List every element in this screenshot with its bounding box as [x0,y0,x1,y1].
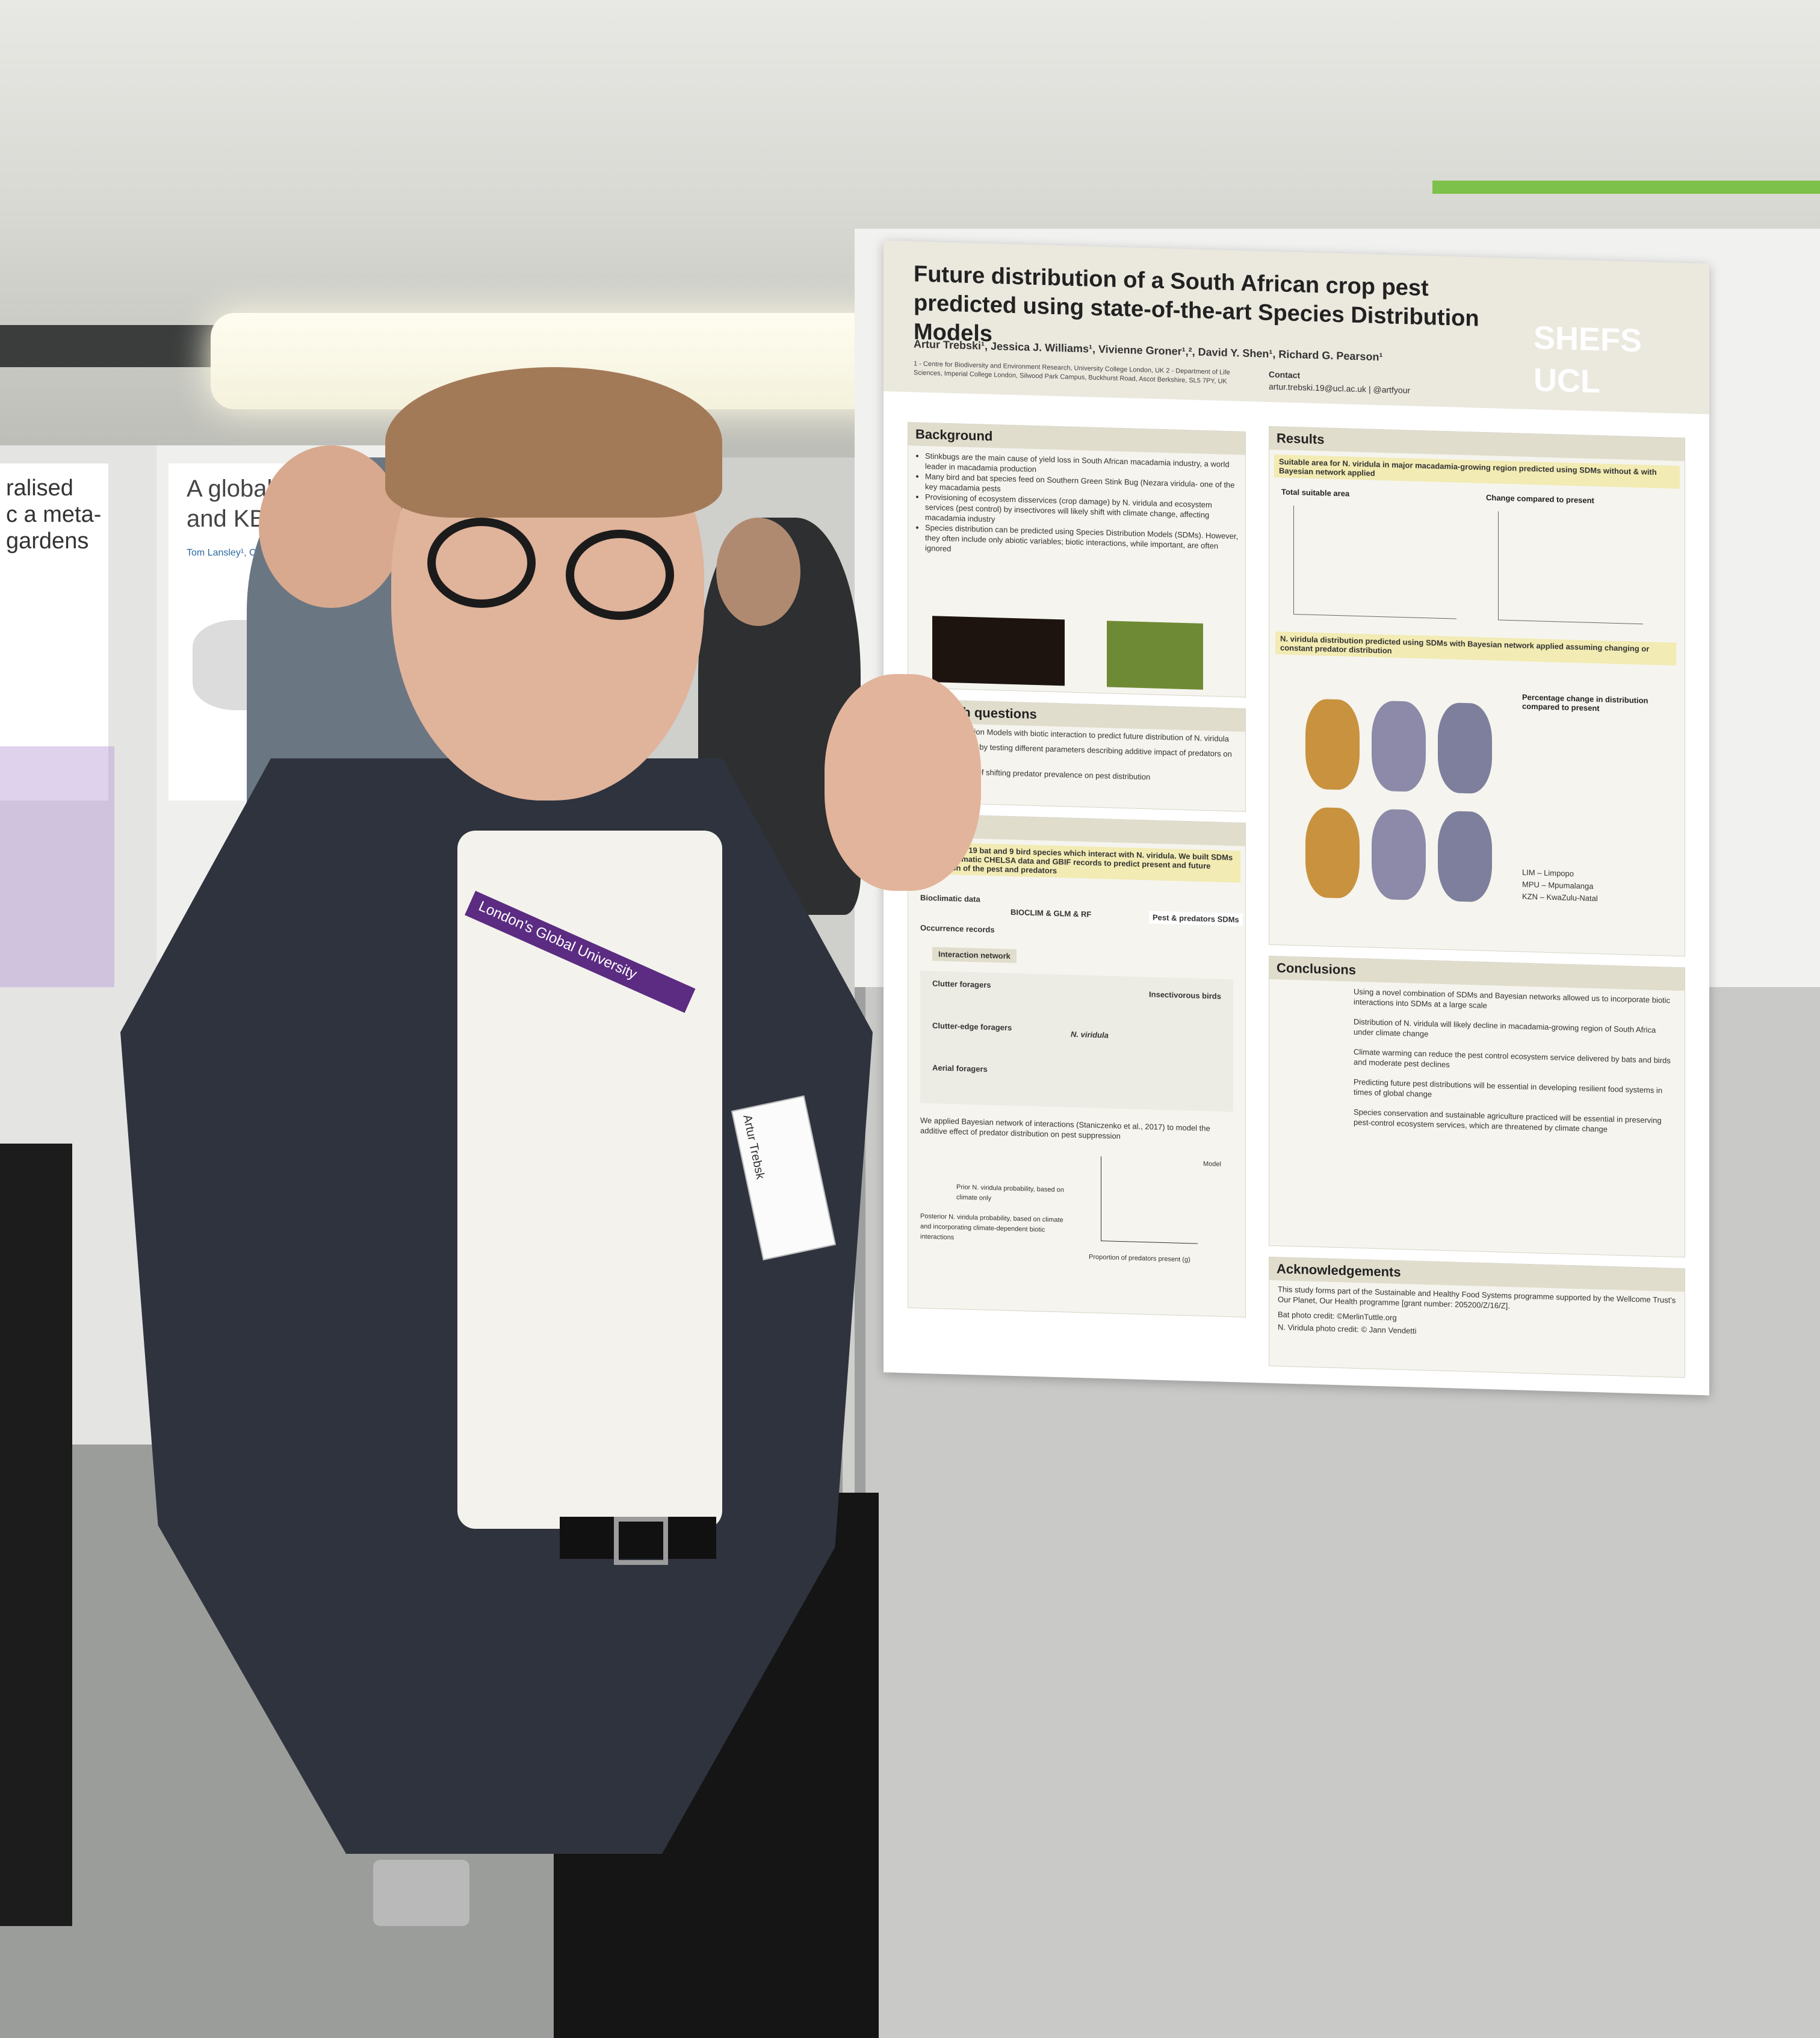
left-poster: ralised c a meta- gardens [0,463,108,801]
flow-bioclim-data: Bioclimatic data [920,893,980,904]
network-birds: Insectivorous birds [1149,990,1221,1001]
results-highlight-1: Suitable area for N. viridula in major m… [1274,454,1680,489]
posterior-label: Posterior N. viridula probability, based… [920,1212,1063,1242]
background-heading: Background [908,423,1245,455]
bayes-description: We applied Bayesian network of interacti… [920,1115,1210,1141]
network-aerial-foragers: Aerial foragers [932,1063,988,1074]
ucl-logo: UCL [1534,362,1600,400]
contact-label: Contact [1269,369,1301,380]
left-poster-title-3: gardens [6,528,89,554]
stinkbug-photo [1107,621,1203,690]
background-person-edge [0,1144,72,1926]
prior-label: Prior N. viridula probability, based on … [956,1183,1064,1203]
region-key-mpu: MPU – Mpumalanga [1522,879,1594,891]
research-poster: Future distribution of a South African c… [884,241,1709,1396]
interaction-network-diagram: Clutter foragers Clutter-edge foragers A… [920,970,1233,1112]
interaction-plot [1101,1156,1198,1244]
left-poster-panel [0,746,114,987]
map-2061-rcp85 [1438,810,1492,903]
middle-poster-author: Tom Lansley¹, Olivi [187,548,268,558]
results-panel: Results Suitable area for N. viridula in… [1269,426,1685,957]
background-person-left-head [259,445,403,608]
total-area-chart [1293,506,1456,619]
interaction-plot-legend-title: Model [1203,1160,1221,1168]
belt-buckle [614,1517,668,1565]
distribution-maps [1293,680,1510,915]
person-hair [385,367,722,518]
background-person-right-head [716,518,800,626]
bat-photo [932,616,1065,686]
total-area-chart-title: Total suitable area [1281,487,1350,498]
flow-interaction-network: Interaction network [932,947,1017,964]
map-2041-rcp85 [1372,808,1426,901]
interaction-plot-xlabel: Proportion of predators present (g) [1089,1253,1190,1264]
map-present-rcp85 [1305,807,1360,899]
flow-occurrence: Occurrence records [920,923,995,935]
change-chart-title: Change compared to present [1486,492,1594,505]
map-present-rcp45 [1305,698,1360,791]
person-waving-hand [825,674,981,891]
wall-stripe [1432,181,1820,194]
left-poster-title-1: ralised [6,475,73,501]
left-poster-title-2: c a meta- [6,502,102,527]
glasses-left-lens [427,518,536,608]
percentage-change-title: Percentage change in distribution compar… [1522,692,1648,713]
map-2041-rcp45 [1372,700,1426,793]
background-panel: Background Stinkbugs are the main cause … [908,422,1246,698]
person-belt [560,1517,716,1559]
flow-models: BIOCLIM & GLM & RF [1011,907,1092,919]
flow-sdms: Pest & predators SDMs [1149,911,1243,926]
region-key-lim: LIM – Limpopo [1522,867,1574,879]
change-chart [1498,511,1643,625]
map-2061-rcp45 [1438,702,1492,794]
conclusions-panel: Conclusions Using a novel combination of… [1269,955,1685,1258]
network-clutter-edge-foragers: Clutter-edge foragers [932,1021,1012,1032]
network-clutter-foragers: Clutter foragers [932,979,991,990]
background-list: Stinkbugs are the main cause of yield lo… [914,450,1239,562]
wristwatch [373,1860,469,1926]
results-highlight-2: N. viridula distribution predicted using… [1275,631,1676,666]
person-white-tshirt [457,831,722,1529]
region-key-kzn: KZN – KwaZulu-Natal [1522,891,1598,903]
glasses-right-lens [566,530,674,620]
methods-panel: Methods We identified 19 bat and 9 bird … [908,813,1246,1318]
network-pest: N. viridula [1071,1029,1109,1040]
acknowledgements-panel: Acknowledgements This study forms part o… [1269,1256,1685,1378]
shefs-logo: SHEFS [1534,320,1642,359]
